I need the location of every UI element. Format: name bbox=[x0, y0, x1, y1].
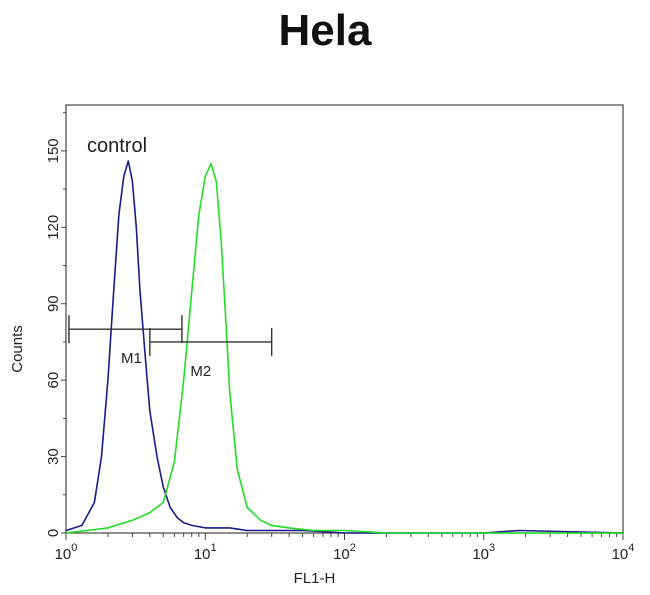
series-line-1 bbox=[65, 160, 624, 534]
series-layer bbox=[65, 160, 624, 534]
control-annotation: control bbox=[87, 135, 147, 157]
x-tick-label: 100 bbox=[55, 542, 78, 563]
chart-title: Hela bbox=[278, 6, 372, 55]
plot-axes bbox=[61, 104, 624, 540]
y-tick-label: 120 bbox=[45, 215, 62, 240]
x-axis-label: FL1-H bbox=[294, 570, 336, 587]
x-tick-label: 104 bbox=[612, 542, 635, 563]
marker-label-m2: M2 bbox=[190, 363, 211, 380]
y-tick-label: 90 bbox=[45, 295, 62, 312]
x-tick-label: 101 bbox=[194, 542, 217, 563]
series-line-2 bbox=[65, 162, 623, 534]
marker-label-m1: M1 bbox=[121, 350, 142, 367]
marker-layer bbox=[68, 315, 273, 356]
y-tick-label: 150 bbox=[45, 138, 62, 163]
y-tick-label: 30 bbox=[45, 448, 62, 465]
y-tick-label: 0 bbox=[45, 529, 62, 537]
plot-frame bbox=[65, 104, 624, 534]
x-tick-label: 102 bbox=[333, 542, 356, 563]
y-axis-label: Counts bbox=[9, 325, 26, 373]
y-tick-label: 60 bbox=[45, 372, 62, 389]
x-tick-label: 103 bbox=[472, 542, 495, 563]
text-layer: 0 30 60 90 120 150 100 101 102 103 104 FL1-H Counts M… bbox=[9, 135, 634, 587]
